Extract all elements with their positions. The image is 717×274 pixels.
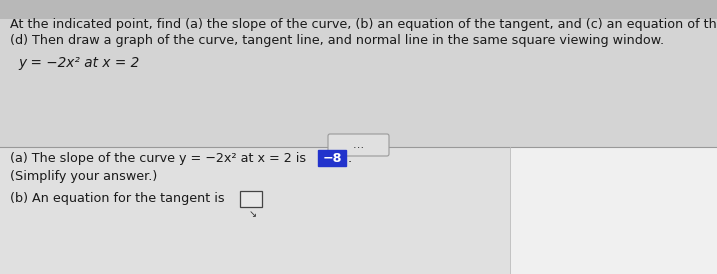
Text: (Simplify your answer.): (Simplify your answer.): [10, 170, 157, 183]
Text: y = −2x² at x = 2: y = −2x² at x = 2: [18, 56, 139, 70]
Text: −8: −8: [322, 152, 342, 164]
Bar: [0, 147, 717, 274]
Text: (b) An equation for the tangent is: (b) An equation for the tangent is: [10, 192, 224, 205]
Text: ↘: ↘: [249, 209, 257, 219]
FancyBboxPatch shape: [328, 134, 389, 156]
Text: (d) Then draw a graph of the curve, tangent line, and normal line in the same sq: (d) Then draw a graph of the curve, tang…: [10, 34, 664, 47]
Text: At the indicated point, find (a) the slope of the curve, (b) an equation of the : At the indicated point, find (a) the slo…: [10, 18, 717, 31]
Bar: [510, 147, 717, 274]
Bar: [0, 0, 717, 147]
Bar: [240, 191, 262, 207]
Bar: [318, 150, 346, 166]
Text: …: …: [353, 140, 364, 150]
Text: .: .: [348, 152, 352, 165]
Bar: [0, 0, 717, 19]
Text: (a) The slope of the curve y = −2x² at x = 2 is: (a) The slope of the curve y = −2x² at x…: [10, 152, 306, 165]
